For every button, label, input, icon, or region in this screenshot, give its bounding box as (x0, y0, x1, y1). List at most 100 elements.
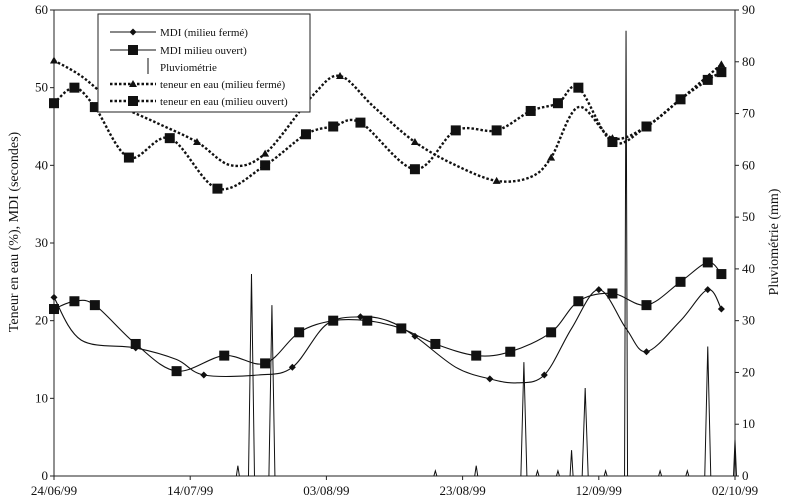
series-point (69, 82, 80, 93)
series-point (164, 133, 175, 144)
legend-label-teneur-ouvert: teneur en eau (milieu ouvert) (160, 96, 288, 108)
series-point (123, 152, 134, 163)
rainfall-bar (433, 469, 438, 477)
series-point (300, 129, 311, 140)
series-point (675, 276, 686, 287)
series-point (200, 371, 208, 379)
series-point (69, 296, 80, 307)
rainfall-bar (581, 387, 589, 477)
series-point (89, 300, 100, 311)
legend-label-pluviometrie: Pluviométrie (160, 62, 217, 74)
y-right-tick-label: 50 (742, 209, 755, 224)
series-point (336, 72, 345, 80)
y-right-tick-label: 80 (742, 54, 755, 69)
series-point (491, 125, 502, 136)
series-point (356, 313, 364, 321)
rainfall-bar (603, 469, 608, 477)
series-point (410, 138, 419, 146)
series-point (450, 125, 461, 136)
series-point (362, 315, 373, 326)
rainfall-bar (268, 305, 276, 477)
series-point (704, 286, 712, 294)
rainfall-bar (474, 465, 479, 477)
series-point (717, 60, 726, 68)
rainfall-bar (704, 346, 712, 477)
series-point (546, 327, 557, 338)
x-tick-label: 24/06/99 (31, 483, 77, 498)
rainfall-bar (733, 439, 737, 477)
series-point (49, 98, 59, 109)
legend-markers (110, 28, 156, 106)
series-point (193, 138, 202, 146)
y-left-tick-label: 20 (35, 313, 48, 328)
rainfall-bar (555, 469, 560, 477)
x-tick-label: 23/08/99 (439, 483, 485, 498)
legend-label-teneur-ferme: teneur en eau (milieu fermé) (160, 79, 286, 91)
series-point (607, 137, 618, 148)
series-point (409, 164, 420, 175)
legend-label-mdi-ouvert: MDI milieu ouvert) (160, 45, 247, 57)
series-point (50, 56, 58, 64)
series-point (716, 67, 727, 78)
y-right-tick-label: 90 (742, 2, 755, 17)
x-tick-label: 14/07/99 (167, 483, 213, 498)
y-left-tick-label: 30 (35, 235, 48, 250)
series-point (219, 350, 230, 361)
series-point (717, 305, 725, 313)
series-layer (49, 56, 727, 384)
series-point (49, 304, 59, 315)
series-point (595, 286, 603, 294)
series-point (430, 338, 441, 349)
legend-label-mdi-ferme: MDI (milieu fermé) (160, 27, 248, 39)
series-point (260, 358, 271, 369)
series-point (328, 315, 339, 326)
y-left-tick-label: 40 (35, 157, 48, 172)
series-point (573, 296, 584, 307)
series-point (675, 94, 686, 105)
rainfall-bar (685, 469, 690, 477)
series-point (471, 350, 482, 361)
y-left-tick-label: 60 (35, 2, 48, 17)
y-right-tick-label: 40 (742, 261, 755, 276)
rainfall-bar (520, 362, 528, 477)
series-point (702, 257, 713, 268)
series-point (260, 160, 271, 171)
series-point (552, 98, 563, 109)
series-point (130, 338, 141, 349)
series-point (328, 121, 339, 132)
axis-layer: 24/06/99 14/07/99 03/08/99 23/08/99 12/09/99… (31, 2, 758, 498)
rainfall-bar (658, 469, 663, 477)
x-tick-label: 02/10/99 (712, 483, 758, 498)
y-left-tick-label: 50 (35, 80, 48, 95)
y-right-tick-label: 10 (742, 416, 755, 431)
series-point (641, 300, 652, 311)
series-point (50, 293, 58, 301)
y-right-tick-label: 60 (742, 157, 755, 172)
y-right-tick-label: 30 (742, 313, 755, 328)
series-point (642, 348, 650, 356)
series-point (492, 176, 501, 184)
y-right-tick-label: 0 (742, 468, 749, 483)
series-point (641, 121, 652, 132)
rainfall-bar (624, 30, 629, 477)
series-point (89, 102, 100, 113)
series-point (547, 153, 556, 161)
series-point (486, 375, 494, 383)
series-point (396, 323, 407, 334)
legend: MDI (milieu fermé) MDI milieu ouvert) Pl… (97, 13, 311, 113)
x-tick-label: 03/08/99 (303, 483, 349, 498)
legend-marker (129, 80, 137, 87)
rainfall-bar (535, 469, 540, 477)
series-point (411, 332, 419, 340)
rainfall-bar (569, 450, 574, 477)
legend-marker (128, 45, 138, 55)
legend-marker (129, 28, 137, 36)
rainfall-bar (235, 465, 240, 477)
series-line (53, 261, 722, 372)
series-point (505, 346, 516, 357)
y-right-tick-label: 70 (742, 106, 755, 121)
series-point (540, 371, 548, 379)
series-point (525, 105, 536, 116)
series-point (573, 82, 584, 93)
